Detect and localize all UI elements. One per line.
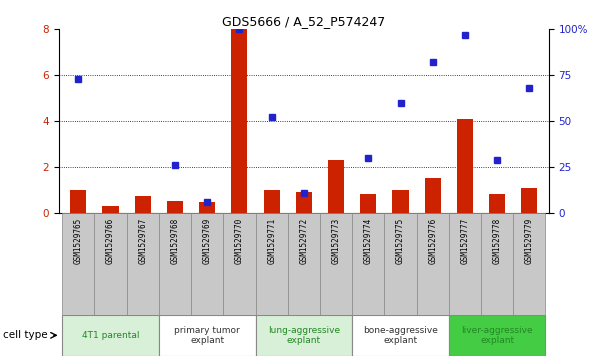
Bar — [328, 160, 344, 213]
Bar — [417, 213, 449, 315]
Bar — [522, 188, 537, 213]
Bar — [255, 315, 352, 356]
Title: GDS5666 / A_52_P574247: GDS5666 / A_52_P574247 — [222, 15, 385, 28]
Bar — [457, 119, 473, 213]
Bar — [385, 213, 417, 315]
Text: GSM1529769: GSM1529769 — [203, 218, 212, 264]
Bar — [231, 29, 247, 213]
Text: GSM1529768: GSM1529768 — [171, 218, 179, 264]
Bar — [425, 178, 441, 213]
Bar — [62, 213, 94, 315]
Bar — [135, 196, 151, 213]
Bar — [70, 190, 86, 213]
Bar — [296, 192, 312, 213]
Text: GSM1529776: GSM1529776 — [428, 218, 437, 264]
Bar — [199, 203, 215, 213]
Text: GSM1529777: GSM1529777 — [460, 218, 470, 264]
Bar — [167, 201, 183, 213]
Bar — [264, 190, 280, 213]
Bar — [127, 213, 159, 315]
Bar — [62, 315, 159, 356]
Bar — [360, 195, 376, 213]
Bar — [159, 213, 191, 315]
Bar — [223, 213, 255, 315]
Bar — [489, 195, 505, 213]
Bar — [320, 213, 352, 315]
Bar — [103, 206, 119, 213]
Bar — [481, 213, 513, 315]
Text: GSM1529772: GSM1529772 — [299, 218, 309, 264]
Text: GSM1529774: GSM1529774 — [364, 218, 373, 264]
Bar — [352, 315, 449, 356]
Bar — [449, 213, 481, 315]
Bar — [288, 213, 320, 315]
Text: GSM1529770: GSM1529770 — [235, 218, 244, 264]
Text: GSM1529779: GSM1529779 — [525, 218, 534, 264]
Text: liver-aggressive
explant: liver-aggressive explant — [461, 326, 533, 345]
Text: GSM1529773: GSM1529773 — [332, 218, 340, 264]
Bar — [352, 213, 385, 315]
Text: GSM1529778: GSM1529778 — [493, 218, 502, 264]
Text: cell type: cell type — [3, 330, 48, 340]
Text: primary tumor
explant: primary tumor explant — [174, 326, 240, 345]
Bar — [94, 213, 127, 315]
Text: bone-aggressive
explant: bone-aggressive explant — [363, 326, 438, 345]
Bar — [513, 213, 546, 315]
Text: lung-aggressive
explant: lung-aggressive explant — [268, 326, 340, 345]
Bar — [449, 315, 546, 356]
Text: GSM1529771: GSM1529771 — [267, 218, 276, 264]
Bar — [392, 190, 408, 213]
Text: GSM1529765: GSM1529765 — [74, 218, 83, 264]
Bar — [191, 213, 223, 315]
Bar — [255, 213, 288, 315]
Text: GSM1529767: GSM1529767 — [138, 218, 148, 264]
Text: GSM1529775: GSM1529775 — [396, 218, 405, 264]
Bar — [159, 315, 255, 356]
Text: 4T1 parental: 4T1 parental — [82, 331, 139, 340]
Text: GSM1529766: GSM1529766 — [106, 218, 115, 264]
